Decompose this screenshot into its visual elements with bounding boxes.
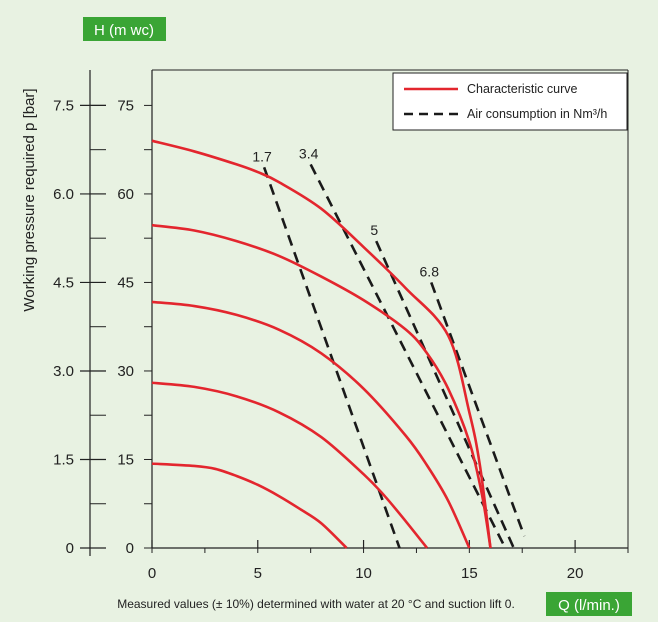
legend-label-characteristic: Characteristic curve [467, 82, 577, 96]
bar-axis-tick-label: 4.5 [53, 274, 74, 291]
h-axis-badge-label: H (m wc) [94, 22, 154, 39]
plot-frame [151, 69, 629, 549]
characteristic-curve [151, 381, 429, 549]
air-consumption-lines: 1.7 3.4 5 6.8 [252, 145, 526, 549]
x-axis-tick-label: 5 [254, 565, 262, 582]
flow-x-axis: 0 5 10 15 20 [148, 540, 629, 582]
footnote: Measured values (± 10%) determined with … [117, 597, 515, 611]
bar-axis-tick-label: 6.0 [53, 186, 74, 203]
x-axis-badge-label: Q (l/min.) [558, 597, 620, 614]
air-consumption-label: 3.4 [299, 145, 319, 161]
characteristic-curve [151, 223, 492, 549]
characteristic-curve [151, 462, 348, 549]
y-axis-title: Working pressure required p [bar] [21, 88, 38, 311]
air-consumption-line [262, 166, 401, 549]
bar-axis-tick-label: 3.0 [53, 363, 74, 380]
h-axis-tick-label: 0 [126, 540, 134, 557]
x-axis-tick-label: 20 [567, 565, 584, 582]
legend-box [392, 72, 628, 131]
air-consumption-label: 5 [370, 222, 378, 238]
bar-axis-tick-label: 1.5 [53, 451, 74, 468]
air-consumption-line [309, 163, 507, 549]
h-axis-tick-label: 45 [117, 274, 134, 291]
x-axis-tick-label: 15 [461, 565, 478, 582]
air-consumption-line [375, 240, 515, 549]
characteristic-curve [151, 300, 471, 549]
air-consumption-label: 6.8 [420, 263, 440, 279]
h-axis-tick-label: 75 [117, 97, 134, 114]
characteristic-curve [151, 139, 492, 549]
legend-label-air: Air consumption in Nm³/h [467, 107, 607, 121]
air-consumption-line [430, 281, 526, 537]
h-axis-badge-bg [83, 17, 166, 41]
x-axis-tick-label: 10 [355, 565, 372, 582]
legend: Characteristic curve Air consumption in … [392, 72, 628, 131]
x-axis-tick-label: 0 [148, 565, 156, 582]
h-axis-tick-label: 30 [117, 363, 134, 380]
air-consumption-label: 1.7 [252, 148, 272, 164]
bar-axis-tick-label: 0 [66, 540, 74, 557]
h-axis-tick-label: 60 [117, 186, 134, 203]
characteristic-curves [151, 139, 492, 549]
bar-axis-tick-label: 7.5 [53, 97, 74, 114]
pressure-bar-axis: 0 1.5 3.0 4.5 6.0 7.5 [53, 70, 106, 557]
h-axis-tick-label: 15 [117, 451, 134, 468]
x-axis-badge-bg [546, 592, 632, 616]
head-axis: 0 15 30 45 60 75 [117, 97, 152, 557]
